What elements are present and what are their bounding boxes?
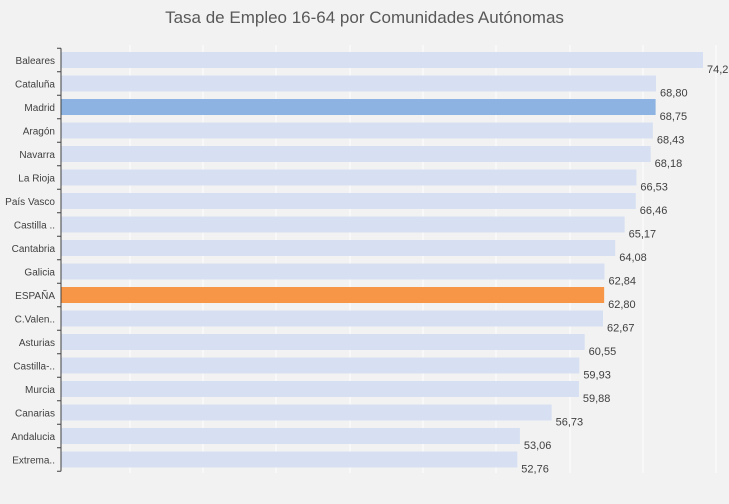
category-label-14: Murcia [25,385,55,396]
category-label-8: Cantabria [12,244,56,255]
category-label-16: Andalucia [11,432,55,443]
bar-10 [61,287,605,303]
value-label-1: 68,80 [660,88,688,100]
category-label-3: Aragón [23,127,55,138]
bar-0 [61,52,703,68]
category-label-6: País Vasco [5,197,55,208]
value-label-15: 56,73 [556,417,584,429]
value-label-12: 60,55 [589,346,617,358]
value-label-17: 52,76 [521,464,549,476]
category-label-17: Extrema.. [12,456,55,467]
value-label-0: 74,23 [707,64,729,76]
value-label-14: 59,88 [583,393,611,405]
bar-5 [61,169,637,186]
bar-17 [61,451,518,468]
chart-title: Tasa de Empleo 16-64 por Comunidades Aut… [165,8,564,27]
bar-13 [61,357,580,374]
bar-16 [61,428,520,444]
category-label-10: ESPAÑA [15,289,55,302]
value-label-7: 65,17 [629,229,657,241]
category-label-11: C.Valen.. [15,315,55,326]
bar-2 [61,99,656,115]
category-label-7: Castilla .. [14,221,55,232]
value-label-16: 53,06 [524,440,552,452]
bar-14 [61,381,579,397]
category-label-9: Galicia [24,268,55,279]
bar-3 [61,122,653,139]
value-label-8: 64,08 [619,252,647,264]
bar-8 [61,240,616,256]
category-label-4: Navarra [19,150,55,161]
category-label-2: Madrid [24,103,55,114]
value-label-3: 68,43 [657,135,685,147]
bar-1 [61,75,657,92]
category-label-13: Castilla-.. [13,362,55,373]
value-label-13: 59,93 [583,370,611,382]
bar-11 [61,310,604,327]
bar-6 [61,193,636,209]
value-label-10: 62,80 [608,299,636,311]
category-label-0: Baleares [16,56,55,67]
value-label-4: 68,18 [655,158,683,170]
category-label-12: Asturias [19,338,55,349]
value-label-11: 62,67 [607,323,635,335]
category-label-15: Canarias [15,409,55,420]
category-label-1: Cataluña [15,80,55,91]
value-label-9: 62,84 [608,276,636,288]
value-label-5: 66,53 [640,182,668,194]
bar-7 [61,216,625,233]
value-label-2: 68,75 [660,111,688,123]
value-label-6: 66,46 [640,205,668,217]
bar-12 [61,334,585,350]
bar-15 [61,404,552,421]
bar-4 [61,146,651,162]
bar-9 [61,263,605,280]
category-label-5: La Rioja [18,174,55,185]
